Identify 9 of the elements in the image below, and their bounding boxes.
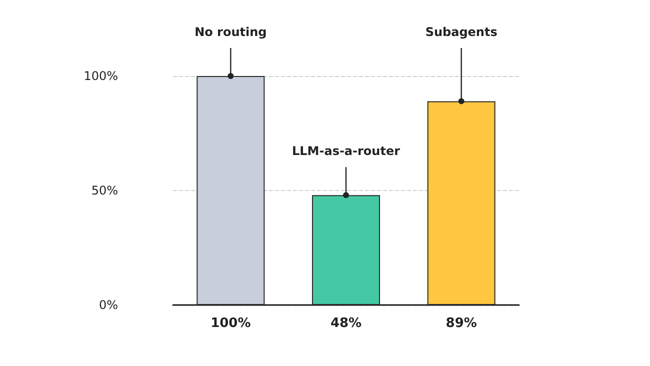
- data-label: 89%: [446, 316, 477, 331]
- x-tick-label: LLM-as-a-router: [292, 144, 400, 158]
- y-tick-label: 0%: [98, 298, 118, 312]
- x-tick-label: No routing: [194, 25, 267, 39]
- x-tick-label: Subagents: [425, 25, 498, 39]
- y-tick-label: 50%: [91, 184, 118, 198]
- y-tick-label: 100%: [84, 69, 118, 83]
- data-label: 48%: [330, 316, 362, 331]
- data-label: 100%: [210, 316, 251, 331]
